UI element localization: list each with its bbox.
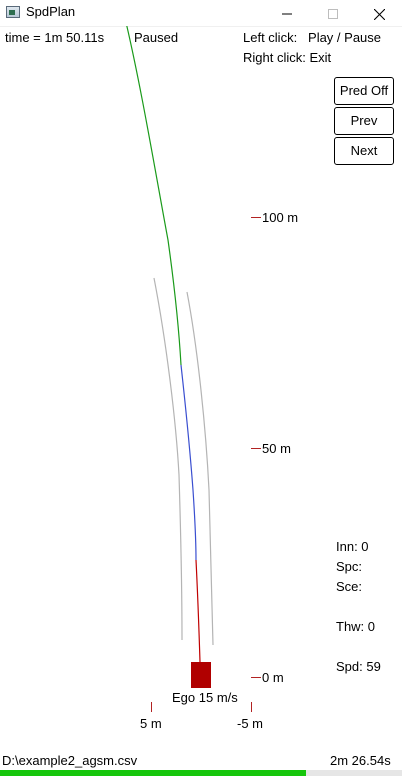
distance-tick-50 xyxy=(251,448,261,449)
time-readout: time = 1m 50.11s xyxy=(5,30,105,45)
distance-label-0: 0 m xyxy=(262,670,284,685)
play-state: Paused xyxy=(134,30,179,45)
ego-vehicle xyxy=(191,662,211,688)
title-bar[interactable]: SpdPlan xyxy=(0,0,402,27)
minimize-button[interactable] xyxy=(264,0,310,26)
path-far-segment xyxy=(126,26,182,366)
metric-inn: Inn: 0 xyxy=(336,539,369,554)
minimize-icon xyxy=(282,13,292,15)
metric-spc: Spc: xyxy=(336,559,363,574)
app-window-icon xyxy=(6,6,20,18)
file-path: D:\example2_agsm.csv xyxy=(2,753,138,768)
lateral-label-right: -5 m xyxy=(237,716,263,731)
lateral-tick-right xyxy=(251,702,252,712)
path-mid-segment xyxy=(180,364,197,561)
metric-sce: Sce: xyxy=(336,579,363,594)
distance-label-100: 100 m xyxy=(262,210,299,225)
left-lane-boundary xyxy=(153,277,183,641)
path-near-segment xyxy=(195,559,201,663)
ego-label: Ego 15 m/s xyxy=(172,690,238,705)
distance-tick-100 xyxy=(251,217,261,218)
road-visualization-canvas[interactable] xyxy=(0,26,402,777)
next-button[interactable]: Next xyxy=(334,137,394,165)
close-button[interactable] xyxy=(356,0,402,26)
maximize-icon xyxy=(328,9,338,20)
distance-tick-0 xyxy=(251,677,261,678)
help-right-click: Right click: Exit xyxy=(243,50,332,65)
metric-spd: Spd: 59 xyxy=(336,659,381,674)
maximize-button[interactable] xyxy=(310,0,356,26)
prev-button[interactable]: Prev xyxy=(334,107,394,135)
right-lane-boundary xyxy=(186,291,214,646)
window-title: SpdPlan xyxy=(26,4,76,19)
distance-label-50: 50 m xyxy=(262,441,291,456)
metric-thw: Thw: 0 xyxy=(336,619,376,634)
playback-progress-fill xyxy=(0,770,306,776)
pred-toggle-button[interactable]: Pred Off xyxy=(334,77,394,105)
playback-progress-bar[interactable] xyxy=(0,770,402,776)
close-icon xyxy=(373,8,385,21)
total-duration: 2m 26.54s xyxy=(330,753,391,768)
lateral-tick-left xyxy=(151,702,152,712)
help-left-click: Left click: Play / Pause xyxy=(243,30,382,45)
lateral-label-left: 5 m xyxy=(140,716,162,731)
